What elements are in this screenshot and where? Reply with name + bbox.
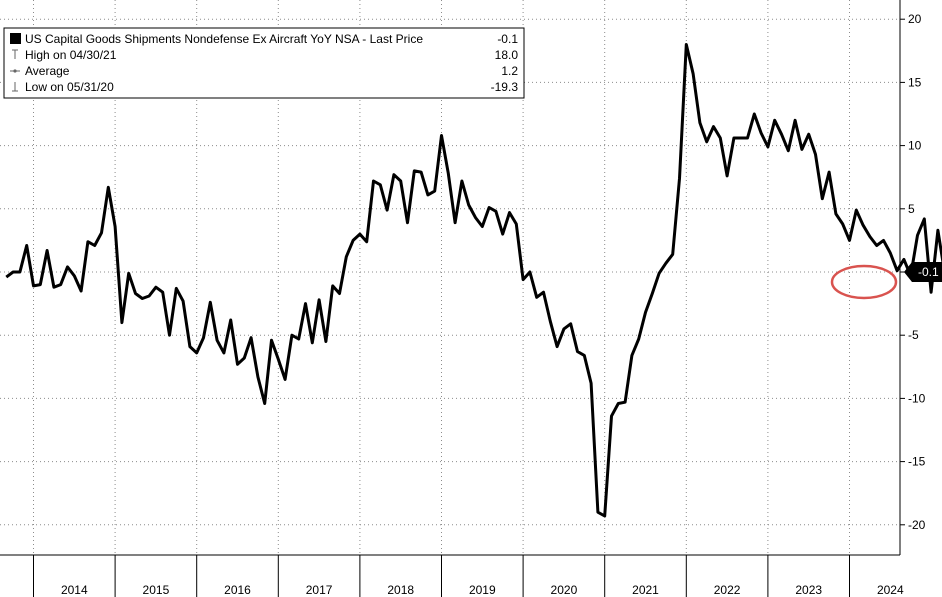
legend-average-value: 1.2 bbox=[501, 64, 518, 78]
average-marker-icon bbox=[10, 69, 20, 73]
low-marker-icon bbox=[12, 82, 18, 92]
series-layer bbox=[5, 43, 942, 518]
legend-low-value: -19.3 bbox=[491, 80, 519, 94]
x-tick-label: 2016 bbox=[224, 583, 251, 597]
last-value-tag: -0.1 bbox=[904, 262, 942, 282]
x-tick-label: 2020 bbox=[551, 583, 578, 597]
y-tick-label: 15 bbox=[908, 75, 922, 89]
x-tick-label: 2023 bbox=[795, 583, 822, 597]
legend-average-label: Average bbox=[25, 64, 70, 78]
x-tick-label: 2017 bbox=[306, 583, 333, 597]
x-tick-label: 2014 bbox=[61, 583, 88, 597]
y-tick-label: -15 bbox=[908, 455, 926, 469]
y-tick-label: -20 bbox=[908, 518, 926, 532]
last-value-label: -0.1 bbox=[918, 265, 939, 279]
x-tick-label: 2022 bbox=[714, 583, 741, 597]
legend-low-label: Low on 05/31/20 bbox=[25, 80, 114, 94]
legend-series-value: -0.1 bbox=[497, 32, 518, 46]
legend: US Capital Goods Shipments Nondefense Ex… bbox=[3, 27, 525, 99]
y-tick-label: 20 bbox=[908, 12, 922, 26]
legend-high-label: High on 04/30/21 bbox=[25, 48, 117, 62]
x-tick-label: 2019 bbox=[469, 583, 496, 597]
legend-box bbox=[3, 27, 525, 99]
x-tick-label: 2018 bbox=[387, 583, 414, 597]
y-tick-label: -10 bbox=[908, 391, 926, 405]
legend-series-label: US Capital Goods Shipments Nondefense Ex… bbox=[25, 32, 423, 46]
x-tick-label: 2021 bbox=[632, 583, 659, 597]
y-tick-label: -5 bbox=[908, 328, 919, 342]
high-marker-icon bbox=[12, 49, 18, 59]
x-tick-label: 2015 bbox=[143, 583, 170, 597]
x-tick-label: 2024 bbox=[877, 583, 904, 597]
y-tick-label: 5 bbox=[908, 202, 915, 216]
y-tick-label: 10 bbox=[908, 139, 922, 153]
legend-series-swatch bbox=[10, 33, 21, 44]
legend-high-value: 18.0 bbox=[495, 48, 519, 62]
highlight-circle bbox=[830, 264, 898, 300]
series-line bbox=[5, 43, 942, 518]
